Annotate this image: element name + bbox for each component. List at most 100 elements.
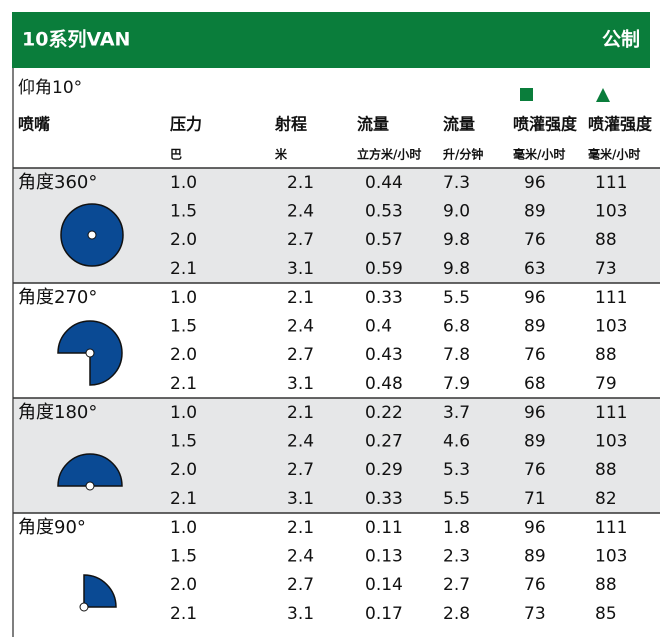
cell: 2.1 <box>170 604 197 624</box>
cell: 1.5 <box>170 202 197 222</box>
unit: 公制 <box>602 28 640 51</box>
cell: 89 <box>524 202 546 222</box>
cell: 0.48 <box>365 374 403 394</box>
cell: 76 <box>524 575 546 595</box>
column-unit: 升/分钟 <box>443 147 483 162</box>
pattern-360 <box>60 203 124 267</box>
cell: 2.3 <box>443 547 470 567</box>
cell: 2.7 <box>287 230 314 250</box>
cell: 63 <box>524 259 546 279</box>
cell: 3.1 <box>287 489 314 509</box>
group-label: 角度90° <box>18 517 86 538</box>
cell: 5.3 <box>443 460 470 480</box>
group-label: 角度270° <box>18 287 97 308</box>
cell: 0.33 <box>365 288 403 308</box>
pattern-180 <box>57 453 123 491</box>
cell: 0.59 <box>365 259 403 279</box>
cell: 0.13 <box>365 547 403 567</box>
column-title: 压力 <box>170 115 202 134</box>
column-title: 流量 <box>357 115 389 134</box>
cell: 88 <box>595 575 617 595</box>
cell: 5.5 <box>443 489 470 509</box>
cell: 103 <box>595 317 627 337</box>
cell: 96 <box>524 518 546 538</box>
elevation: 仰角10° <box>18 78 82 98</box>
cell: 2.1 <box>287 173 314 193</box>
cell: 1.0 <box>170 403 197 423</box>
cell: 2.1 <box>170 259 197 279</box>
cell: 5.5 <box>443 288 470 308</box>
cell: 2.7 <box>287 345 314 365</box>
cell: 1.0 <box>170 518 197 538</box>
column-title: 喷灌强度 <box>588 115 653 134</box>
group-label: 角度180° <box>18 402 97 423</box>
cell: 85 <box>595 604 617 624</box>
cell: 1.5 <box>170 547 197 567</box>
cell: 2.1 <box>170 489 197 509</box>
header-bar <box>12 12 650 68</box>
column-title: 喷嘴 <box>18 115 50 134</box>
cell: 0.33 <box>365 489 403 509</box>
cell: 96 <box>524 288 546 308</box>
cell: 1.8 <box>443 518 470 538</box>
cell: 2.7 <box>287 575 314 595</box>
column-title: 流量 <box>443 115 475 134</box>
column-unit: 毫米/小时 <box>513 147 565 162</box>
cell: 0.11 <box>365 518 403 538</box>
cell: 2.1 <box>287 518 314 538</box>
cell: 0.29 <box>365 460 403 480</box>
cell: 2.4 <box>287 432 314 452</box>
cell: 76 <box>524 345 546 365</box>
pattern-270 <box>57 320 123 386</box>
cell: 7.9 <box>443 374 470 394</box>
cell: 2.0 <box>170 575 197 595</box>
cell: 0.22 <box>365 403 403 423</box>
cell: 0.53 <box>365 202 403 222</box>
group-label: 角度360° <box>18 172 97 193</box>
group-bg <box>14 398 660 513</box>
cell: 82 <box>595 489 617 509</box>
cell: 111 <box>595 518 627 538</box>
triangle-icon <box>596 88 610 102</box>
cell: 6.8 <box>443 317 470 337</box>
cell: 1.0 <box>170 288 197 308</box>
cell: 1.5 <box>170 317 197 337</box>
cell: 1.0 <box>170 173 197 193</box>
cell: 96 <box>524 173 546 193</box>
square-icon <box>520 88 533 101</box>
cell: 103 <box>595 432 627 452</box>
cell: 9.8 <box>443 259 470 279</box>
cell: 3.1 <box>287 604 314 624</box>
cell: 2.4 <box>287 547 314 567</box>
pattern-90 <box>79 574 117 612</box>
column-unit: 米 <box>275 147 288 162</box>
cell: 7.8 <box>443 345 470 365</box>
column-title: 喷灌强度 <box>513 115 578 134</box>
cell: 89 <box>524 547 546 567</box>
cell: 73 <box>595 259 617 279</box>
cell: 111 <box>595 403 627 423</box>
cell: 2.7 <box>443 575 470 595</box>
cell: 3.1 <box>287 259 314 279</box>
column-unit: 巴 <box>170 148 182 162</box>
cell: 2.7 <box>287 460 314 480</box>
cell: 1.5 <box>170 432 197 452</box>
cell: 2.8 <box>443 604 470 624</box>
cell: 103 <box>595 547 627 567</box>
cell: 4.6 <box>443 432 470 452</box>
cell: 0.4 <box>365 317 392 337</box>
cell: 96 <box>524 403 546 423</box>
cell: 2.1 <box>287 288 314 308</box>
cell: 2.0 <box>170 460 197 480</box>
cell: 2.1 <box>287 403 314 423</box>
cell: 79 <box>595 374 617 394</box>
cell: 0.27 <box>365 432 403 452</box>
cell: 73 <box>524 604 546 624</box>
cell: 2.0 <box>170 230 197 250</box>
cell: 0.14 <box>365 575 403 595</box>
cell: 3.7 <box>443 403 470 423</box>
cell: 89 <box>524 432 546 452</box>
cell: 89 <box>524 317 546 337</box>
cell: 76 <box>524 460 546 480</box>
